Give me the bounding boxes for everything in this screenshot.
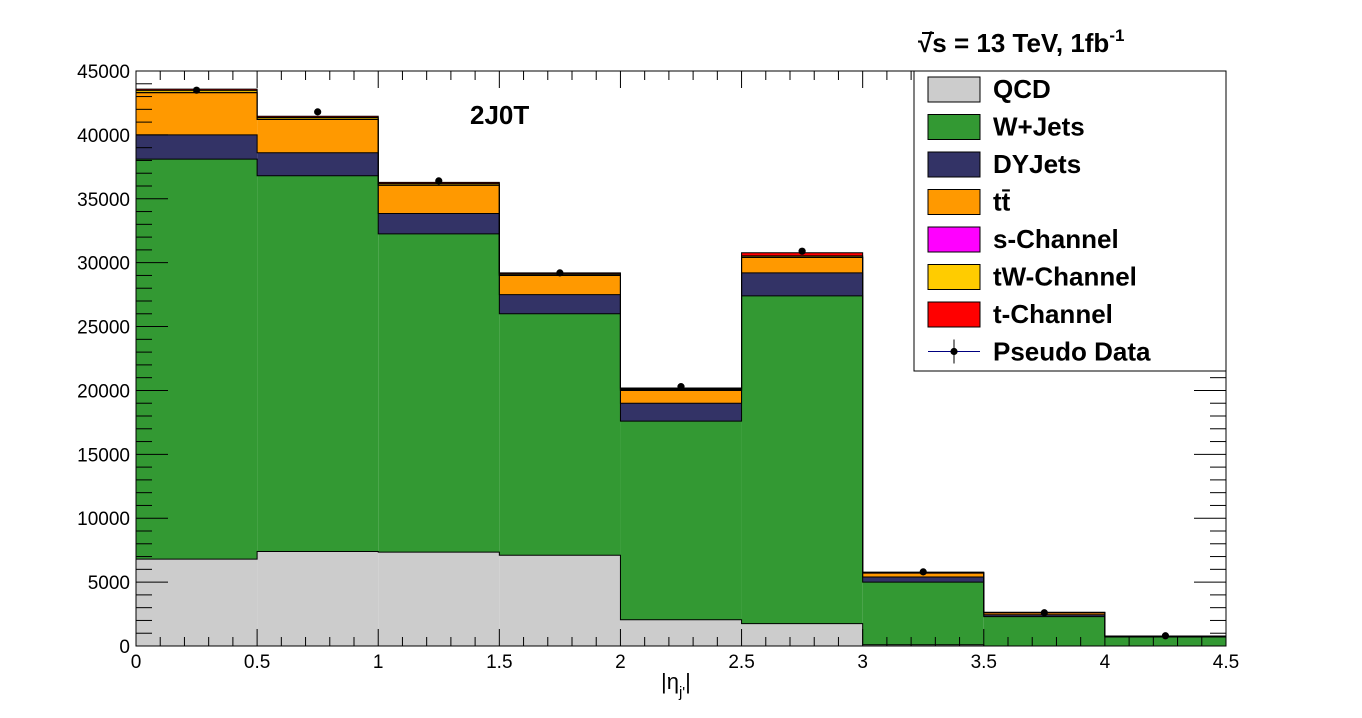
stacked-bars — [136, 89, 1226, 646]
pseudo-data-point-5 — [798, 247, 806, 255]
bar-qcd-bin-5 — [741, 623, 863, 646]
y-tick-label: 20000 — [77, 381, 130, 402]
y-tick-label: 45000 — [77, 62, 130, 83]
bar-tt--bin-4 — [620, 390, 742, 404]
legend: QCD W+Jets DYJets tt̄ s-Channel tW-Channel t-C… — [913, 70, 1227, 372]
bar-tt--bin-2 — [378, 185, 500, 214]
bar-w-jets-bin-3 — [499, 313, 621, 556]
pseudo-data-point-1 — [314, 108, 322, 116]
bar-dyjets-bin-1 — [257, 152, 379, 176]
legend-label-0: QCD — [993, 74, 1051, 104]
pseudo-data-points — [192, 86, 1170, 640]
x-tick-label: 0.5 — [244, 652, 270, 673]
x-tick-label: 2 — [615, 652, 626, 673]
outline-w-jets — [135, 158, 1227, 646]
y-tick-label: 10000 — [77, 509, 130, 530]
outline-dyjets — [135, 134, 1227, 646]
y-tick-label: 30000 — [77, 254, 130, 275]
legend-label-1: W+Jets — [993, 112, 1085, 142]
bar-dyjets-bin-6 — [862, 577, 984, 583]
x-tick-label: 3.5 — [971, 652, 997, 673]
energy-lumi-header: √s = 13 TeV, 1fb-1 — [918, 26, 1124, 58]
bar-w-jets-bin-1 — [257, 175, 379, 552]
legend-data-marker — [950, 347, 958, 356]
bar-qcd-bin-4 — [620, 619, 742, 646]
bar-dyjets-bin-3 — [499, 294, 621, 314]
pseudo-data-point-7 — [1040, 609, 1048, 617]
x-tick-label: 0 — [131, 652, 142, 673]
bar-tt--bin-5 — [741, 257, 863, 273]
y-tick-label: 0 — [119, 637, 130, 658]
bar-dyjets-bin-4 — [620, 403, 742, 422]
category-label: 2J0T — [470, 100, 529, 130]
bar-qcd-bin-1 — [257, 551, 379, 646]
y-tick-label: 25000 — [77, 318, 130, 339]
pseudo-data-point-8 — [1161, 632, 1170, 640]
bar-tt--bin-0 — [136, 92, 258, 135]
bar-tw-channel-bin-5 — [741, 255, 863, 258]
legend-label-2: DYJets — [993, 149, 1081, 179]
bar-qcd-bin-3 — [499, 555, 621, 646]
bar-qcd-bin-2 — [378, 552, 500, 646]
legend-swatch-5 — [927, 264, 981, 290]
pseudo-data-point-4 — [677, 383, 685, 391]
y-tick-label: 5000 — [88, 573, 130, 594]
y-tick-label: 40000 — [77, 126, 130, 147]
x-tick-label: 1.5 — [486, 652, 512, 673]
legend-label-pseudo-data: Pseudo Data — [993, 337, 1151, 367]
legend-label-6: t-Channel — [993, 299, 1113, 329]
stack-outlines — [135, 88, 1227, 647]
bar-tw-channel-bin-1 — [257, 117, 379, 120]
bar-dyjets-bin-5 — [741, 272, 863, 296]
bar-w-jets-bin-6 — [862, 582, 984, 645]
legend-swatch-0 — [927, 76, 981, 103]
pseudo-data-point-0 — [192, 86, 201, 94]
pseudo-data-point-3 — [556, 269, 564, 277]
x-tick-label: 3 — [857, 652, 868, 673]
legend-swatch-1 — [927, 114, 981, 140]
legend-label-5: tW-Channel — [993, 262, 1137, 292]
pseudo-data-point-6 — [919, 568, 927, 576]
bar-t-channel-bin-1 — [257, 116, 379, 118]
bar-w-jets-bin-8 — [1104, 637, 1226, 646]
x-tick-label: 1 — [373, 652, 384, 673]
bar-w-jets-bin-0 — [136, 159, 258, 560]
x-tick-label: 2.5 — [728, 652, 754, 673]
legend-swatch-4 — [927, 226, 981, 253]
bar-w-jets-bin-2 — [378, 233, 500, 553]
legend-swatch-3 — [927, 189, 981, 215]
bar-dyjets-bin-0 — [136, 134, 258, 160]
y-tick-label: 15000 — [77, 445, 130, 466]
legend-label-3: tt̄ — [993, 187, 1011, 217]
bar-tt--bin-3 — [499, 275, 621, 295]
bar-qcd-bin-0 — [136, 559, 258, 646]
bar-w-jets-bin-7 — [983, 616, 1105, 646]
pseudo-data-point-2 — [435, 177, 443, 185]
bar-w-jets-bin-5 — [741, 295, 863, 624]
bar-dyjets-bin-2 — [378, 213, 500, 234]
y-tick-label: 35000 — [77, 190, 130, 211]
bar-qcd-bin-6 — [862, 644, 984, 646]
x-tick-label: 4.5 — [1213, 652, 1239, 673]
x-tick-label: 4 — [1100, 652, 1111, 673]
x-axis-title: |ηj'| — [661, 669, 691, 701]
legend-label-4: s-Channel — [993, 224, 1119, 254]
legend-swatch-2 — [927, 151, 981, 178]
bar-tt--bin-1 — [257, 119, 379, 153]
bar-w-jets-bin-4 — [620, 421, 742, 620]
legend-swatch-6 — [927, 301, 981, 328]
